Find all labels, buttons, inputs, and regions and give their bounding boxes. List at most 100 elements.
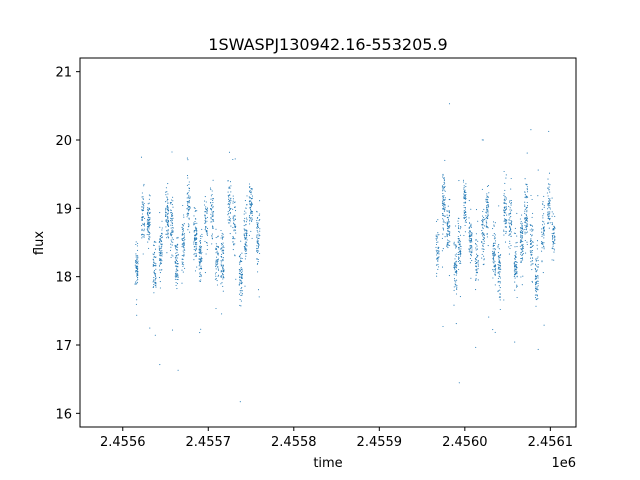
data-point bbox=[171, 211, 173, 214]
data-point bbox=[469, 234, 471, 237]
data-point bbox=[204, 208, 207, 210]
data-point bbox=[141, 229, 143, 231]
data-point bbox=[153, 252, 156, 254]
data-point bbox=[505, 198, 507, 200]
data-point bbox=[514, 273, 516, 275]
data-point bbox=[147, 226, 149, 228]
data-point bbox=[457, 256, 460, 258]
data-point bbox=[516, 235, 518, 237]
data-point bbox=[137, 263, 139, 265]
data-point bbox=[453, 286, 455, 288]
data-point bbox=[524, 231, 526, 233]
data-point bbox=[257, 222, 259, 224]
data-point bbox=[492, 261, 494, 263]
data-point bbox=[217, 275, 219, 277]
data-point bbox=[159, 364, 161, 366]
data-point bbox=[171, 229, 173, 231]
data-point bbox=[492, 258, 494, 260]
data-point bbox=[141, 218, 143, 221]
data-point bbox=[220, 265, 222, 267]
data-point bbox=[443, 210, 445, 212]
data-point bbox=[520, 228, 522, 230]
data-point bbox=[442, 228, 444, 230]
data-point bbox=[166, 208, 168, 210]
data-point bbox=[221, 253, 223, 255]
data-point bbox=[442, 325, 444, 328]
data-point bbox=[193, 230, 196, 232]
data-point bbox=[526, 211, 528, 213]
data-point bbox=[201, 251, 203, 254]
data-point bbox=[447, 247, 449, 249]
data-point bbox=[459, 241, 461, 243]
data-point bbox=[448, 215, 450, 217]
data-point bbox=[135, 303, 137, 305]
data-point bbox=[216, 280, 218, 282]
data-point bbox=[147, 209, 149, 211]
data-point bbox=[508, 234, 510, 236]
data-point bbox=[159, 258, 161, 260]
data-point bbox=[142, 209, 144, 211]
data-point bbox=[136, 260, 138, 263]
data-point bbox=[542, 215, 544, 217]
data-point bbox=[464, 224, 466, 227]
data-point bbox=[239, 290, 241, 292]
data-point bbox=[436, 241, 438, 244]
data-point bbox=[534, 294, 536, 296]
data-point bbox=[526, 188, 528, 190]
data-point bbox=[456, 270, 458, 272]
data-point bbox=[160, 252, 162, 254]
data-point bbox=[520, 220, 522, 223]
data-point bbox=[188, 224, 190, 226]
data-point bbox=[257, 248, 259, 250]
data-point bbox=[486, 210, 489, 212]
data-point bbox=[135, 243, 137, 246]
data-point bbox=[199, 264, 201, 266]
data-point bbox=[198, 261, 200, 263]
data-point bbox=[543, 195, 545, 197]
data-point bbox=[519, 232, 522, 234]
data-point bbox=[160, 254, 162, 257]
data-point bbox=[170, 202, 172, 204]
data-point bbox=[257, 217, 259, 219]
data-point bbox=[137, 271, 139, 273]
data-point bbox=[212, 199, 214, 202]
data-point bbox=[159, 255, 161, 257]
data-point bbox=[195, 253, 197, 255]
data-point bbox=[549, 211, 551, 213]
data-point bbox=[521, 236, 523, 238]
data-point bbox=[442, 229, 445, 231]
data-point bbox=[442, 233, 444, 235]
data-point bbox=[455, 266, 457, 268]
data-point bbox=[442, 186, 444, 188]
data-point bbox=[176, 259, 178, 262]
data-point bbox=[239, 276, 241, 279]
data-point bbox=[458, 382, 460, 384]
data-point bbox=[492, 242, 495, 245]
y-tick-label: 21 bbox=[55, 66, 72, 81]
data-point bbox=[537, 266, 539, 268]
data-point bbox=[229, 233, 231, 235]
data-point bbox=[215, 252, 217, 254]
data-point bbox=[195, 227, 197, 229]
data-point bbox=[153, 284, 155, 286]
data-point bbox=[519, 245, 521, 247]
data-point bbox=[256, 247, 258, 249]
data-point bbox=[448, 227, 450, 229]
data-point bbox=[543, 213, 545, 215]
data-point bbox=[537, 277, 539, 279]
data-point bbox=[464, 218, 466, 220]
data-point bbox=[448, 275, 450, 277]
data-point bbox=[244, 200, 246, 202]
data-point bbox=[548, 227, 550, 229]
data-point bbox=[159, 254, 161, 256]
data-point bbox=[212, 198, 215, 200]
data-point bbox=[483, 217, 485, 219]
data-point bbox=[494, 222, 496, 224]
data-point bbox=[195, 247, 197, 249]
data-point bbox=[485, 218, 487, 220]
data-point bbox=[181, 261, 183, 263]
data-point bbox=[514, 341, 516, 343]
data-point bbox=[493, 253, 495, 255]
data-point bbox=[171, 241, 173, 243]
data-point bbox=[165, 220, 167, 222]
